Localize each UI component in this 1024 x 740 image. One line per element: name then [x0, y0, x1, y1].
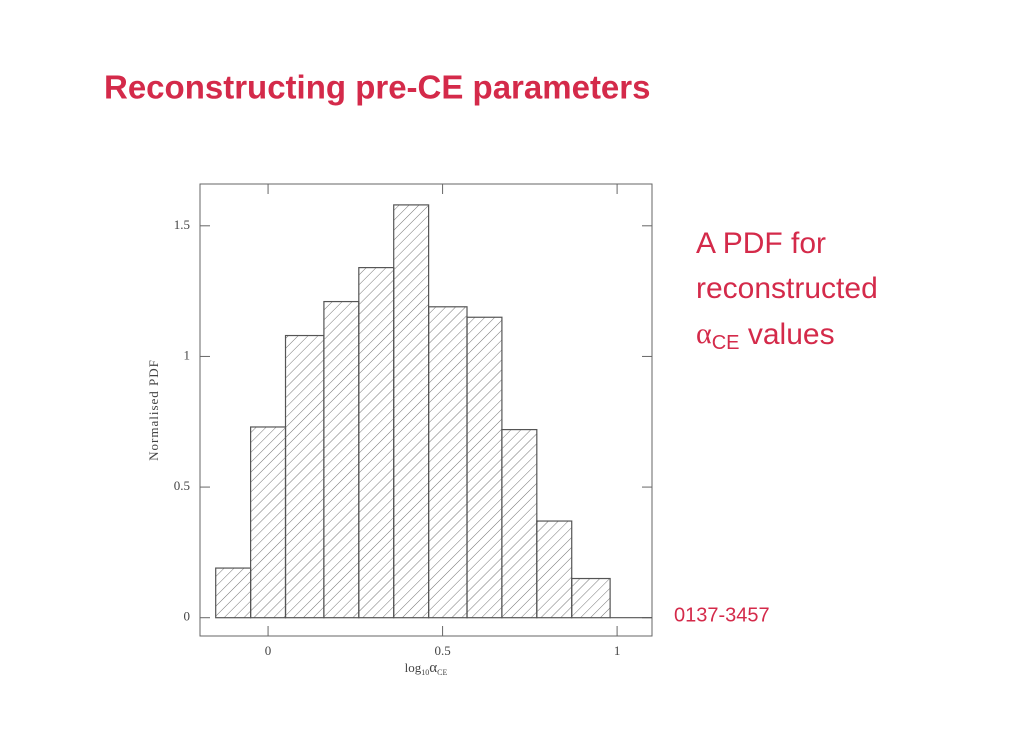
histogram-bar: [284, 334, 325, 619]
annotation-line: A PDF for: [696, 227, 826, 260]
x-label-symbol: α: [429, 660, 437, 676]
histogram-bar: [393, 204, 430, 619]
annotation-line: reconstructed: [696, 272, 878, 305]
histogram-bar: [250, 426, 287, 619]
annotation-sub: CE: [712, 332, 740, 354]
slide-title: Reconstructing pre-CE parameters: [104, 69, 650, 106]
x-tick-label: 0: [265, 643, 272, 658]
x-label-part: log: [405, 660, 422, 675]
histogram-bar: [571, 577, 611, 619]
y-tick-label: 1.5: [174, 217, 190, 232]
x-axis-label: log10αCE: [405, 660, 448, 677]
histogram-bar: [323, 300, 360, 619]
annotation-line: αCE values: [696, 317, 835, 354]
x-tick-label: 0.5: [434, 643, 450, 658]
y-tick-label: 1: [184, 347, 191, 362]
y-axis-label: Normalised PDF: [146, 359, 161, 461]
histogram-bar: [501, 428, 538, 619]
y-tick-label: 0.5: [174, 478, 190, 493]
histogram-bar: [215, 567, 252, 619]
x-label-sub: CE: [437, 668, 447, 677]
x-tick-label: 1: [614, 643, 621, 658]
x-label-sub: 10: [421, 668, 429, 677]
histogram-bar: [358, 267, 395, 619]
histogram-bar: [428, 306, 468, 619]
histogram-bar: [536, 520, 573, 619]
y-tick-label: 0: [184, 609, 191, 624]
source-label: 0137-3457: [674, 604, 770, 626]
annotation-symbol: α: [696, 317, 712, 350]
histogram-bar: [466, 316, 503, 619]
annotation-tail: values: [740, 318, 835, 351]
plot-frame: [199, 183, 653, 637]
